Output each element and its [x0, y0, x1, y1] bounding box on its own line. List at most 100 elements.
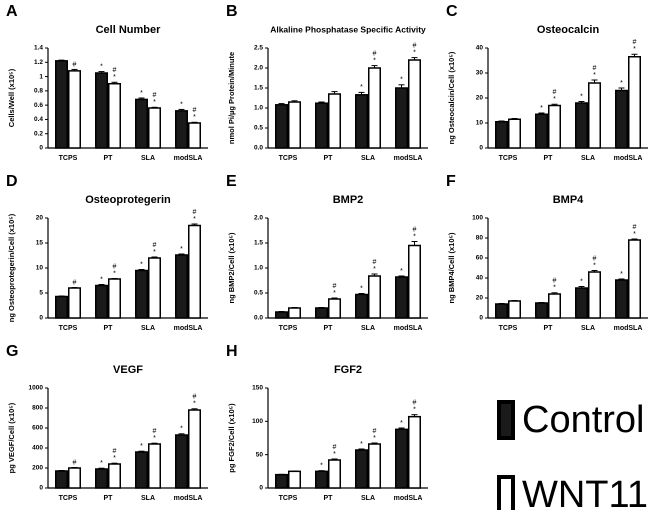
significance-mark: * — [580, 93, 583, 100]
chart-title: BMP2 — [333, 194, 364, 206]
y-tick-label: 60 — [476, 255, 484, 262]
significance-mark: # — [593, 65, 597, 72]
x-tick-label: TCPS — [59, 155, 78, 162]
x-tick-label: TCPS — [279, 495, 298, 502]
y-tick-label: 0.5 — [254, 125, 263, 132]
significance-mark: * — [113, 74, 116, 81]
significance-mark: # — [73, 459, 77, 466]
bar — [355, 449, 368, 489]
x-tick-label: PT — [544, 325, 554, 332]
x-tick-label: SLA — [141, 495, 155, 502]
bar — [588, 82, 601, 149]
significance-mark: * — [373, 57, 376, 64]
bar — [288, 101, 301, 149]
significance-mark: # — [413, 42, 417, 49]
x-tick-label: SLA — [141, 325, 155, 332]
significance-mark: * — [320, 463, 323, 470]
x-tick-label: SLA — [361, 325, 375, 332]
y-tick-label: 1 — [39, 73, 43, 80]
significance-mark: * — [193, 401, 196, 408]
bar — [188, 224, 201, 319]
bar — [55, 295, 68, 319]
y-tick-label: 0.6 — [34, 102, 43, 109]
x-tick-label: TCPS — [59, 325, 78, 332]
bar — [395, 276, 408, 319]
bar — [395, 87, 408, 149]
bar — [408, 59, 421, 149]
significance-mark: # — [153, 428, 157, 435]
bar — [275, 473, 288, 489]
y-tick-label: 1.4 — [34, 45, 43, 52]
bar — [175, 434, 188, 489]
bar — [108, 82, 121, 149]
y-tick-label: 80 — [476, 235, 484, 242]
x-tick-label: PT — [544, 155, 554, 162]
x-tick-label: TCPS — [499, 155, 518, 162]
significance-mark: * — [180, 246, 183, 253]
y-tick-label: 1.0 — [254, 105, 263, 112]
significance-mark: * — [620, 80, 623, 87]
chart-title: Alkaline Phosphatase Specific Activity — [270, 24, 426, 34]
bar — [628, 56, 641, 149]
y-tick-label: 2.5 — [254, 45, 263, 52]
y-tick-label: 1.5 — [254, 240, 263, 247]
x-tick-label: modSLA — [394, 325, 423, 332]
significance-mark: * — [360, 441, 363, 448]
x-tick-label: modSLA — [614, 155, 643, 162]
bar — [135, 98, 148, 149]
y-tick-label: 10 — [36, 265, 44, 272]
y-tick-label: 2.0 — [254, 65, 263, 72]
chart-title: Cell Number — [96, 24, 162, 36]
bar — [95, 468, 108, 489]
y-tick-label: 30 — [476, 70, 484, 77]
y-tick-label: 100 — [472, 215, 483, 222]
bar — [315, 470, 328, 489]
bar — [548, 293, 561, 319]
bar — [95, 72, 108, 149]
y-axis-label: pg FGF2/Cell (x10⁵) — [227, 403, 236, 473]
panel-letter: G — [6, 343, 18, 360]
bar — [588, 271, 601, 319]
chart-title: FGF2 — [334, 364, 362, 376]
y-tick-label: 0.8 — [34, 88, 43, 95]
bar — [328, 459, 341, 489]
x-tick-label: modSLA — [394, 495, 423, 502]
y-tick-label: 1.5 — [254, 85, 263, 92]
significance-mark: # — [333, 283, 337, 290]
bar — [495, 303, 508, 319]
y-tick-label: 50 — [256, 451, 264, 458]
bar — [315, 307, 328, 319]
significance-mark: * — [140, 443, 143, 450]
x-tick-label: SLA — [581, 155, 595, 162]
significance-mark: * — [373, 435, 376, 442]
y-tick-label: 100 — [252, 418, 263, 425]
legend-swatch — [497, 475, 515, 510]
y-tick-label: 20 — [36, 215, 44, 222]
significance-mark: * — [540, 105, 543, 112]
significance-mark: # — [73, 279, 77, 286]
significance-mark: * — [633, 46, 636, 53]
significance-mark: # — [633, 39, 637, 46]
x-tick-label: SLA — [361, 155, 375, 162]
x-tick-label: TCPS — [499, 325, 518, 332]
significance-mark: * — [360, 285, 363, 292]
y-tick-label: 0.0 — [254, 315, 263, 322]
legend-label: WNT11 — [522, 474, 648, 510]
significance-mark: # — [193, 209, 197, 216]
significance-mark: * — [633, 231, 636, 238]
panel-letter: F — [446, 173, 456, 190]
y-tick-label: 20 — [476, 95, 484, 102]
panel-letter: D — [6, 173, 18, 190]
bar — [68, 467, 81, 489]
significance-mark: * — [140, 90, 143, 97]
bar — [275, 311, 288, 319]
legend-swatch — [497, 400, 515, 440]
bar — [95, 284, 108, 319]
legend-label: Control — [522, 399, 645, 441]
y-tick-label: 0.5 — [254, 290, 263, 297]
bar — [68, 70, 81, 149]
y-axis-label: Cells/Well (x10⁵) — [7, 68, 16, 127]
x-tick-label: TCPS — [279, 325, 298, 332]
significance-mark: * — [100, 460, 103, 467]
